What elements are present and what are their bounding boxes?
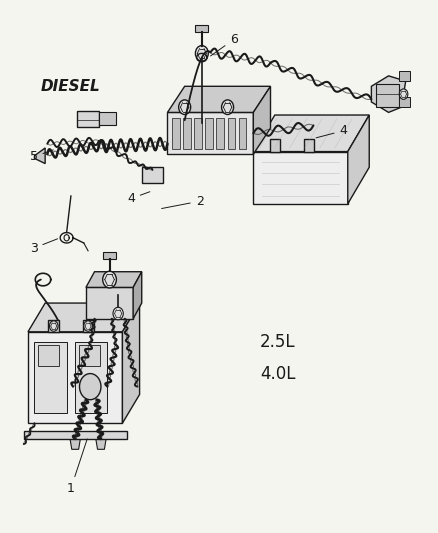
Bar [399,71,410,81]
Polygon shape [167,86,271,112]
Text: DIESEL: DIESEL [41,79,101,94]
Bar [270,139,280,151]
Text: 4: 4 [316,124,347,138]
Bar [75,342,107,413]
Bar [376,84,399,107]
Circle shape [113,307,123,320]
Bar [78,111,99,126]
Text: 3: 3 [30,239,58,255]
Text: 2: 2 [162,195,204,208]
Bar [82,320,94,332]
Polygon shape [371,76,406,112]
Bar [38,345,59,366]
Text: 4.0L: 4.0L [260,365,295,383]
Polygon shape [133,272,142,319]
Circle shape [179,100,191,115]
Polygon shape [86,287,133,319]
Polygon shape [86,272,142,287]
Bar [99,112,116,125]
Circle shape [80,374,101,400]
Polygon shape [102,252,117,259]
Text: 4: 4 [127,192,150,205]
Polygon shape [253,151,348,204]
Circle shape [399,89,408,99]
Circle shape [84,321,92,332]
Polygon shape [253,115,369,151]
Text: 6: 6 [211,33,238,56]
Circle shape [49,321,58,332]
Bar [216,118,224,149]
Bar [205,118,213,149]
Polygon shape [123,303,140,423]
Text: 2.5L: 2.5L [260,333,295,351]
Polygon shape [348,115,369,204]
Bar [24,431,127,439]
Bar [399,97,410,107]
Polygon shape [195,25,208,33]
Text: 1: 1 [67,439,87,495]
Polygon shape [70,439,80,449]
Polygon shape [253,86,271,154]
Text: 5: 5 [30,150,53,163]
Polygon shape [96,439,106,449]
Polygon shape [28,332,123,423]
Bar [194,118,202,149]
Bar [48,320,59,332]
Bar [142,167,163,183]
Bar [183,118,191,149]
Polygon shape [35,148,45,164]
Bar [304,139,314,151]
Polygon shape [28,303,140,332]
Polygon shape [167,112,253,154]
Circle shape [222,100,233,115]
Bar [172,118,180,149]
Bar [228,118,235,149]
Bar [79,345,100,366]
Bar [35,342,67,413]
Circle shape [102,271,117,288]
Bar [239,118,247,149]
Circle shape [195,45,208,61]
